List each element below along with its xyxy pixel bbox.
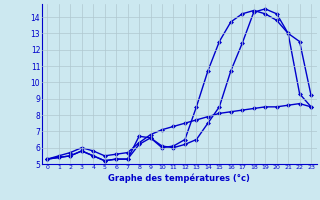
X-axis label: Graphe des températures (°c): Graphe des températures (°c): [108, 173, 250, 183]
